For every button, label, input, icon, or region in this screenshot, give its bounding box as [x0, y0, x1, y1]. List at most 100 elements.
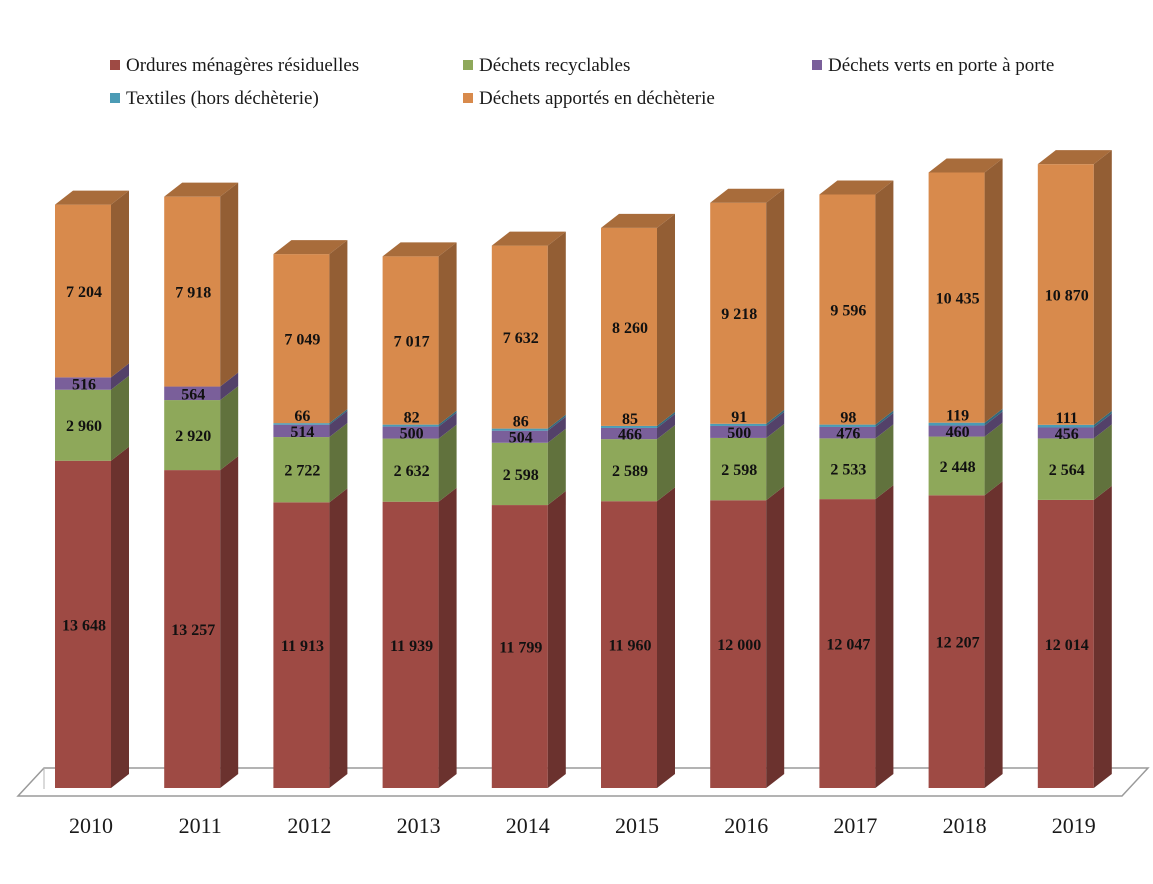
bar-side-2011-0 — [220, 456, 239, 788]
bar-segment-2016-2 — [710, 425, 767, 438]
bar-segment-2012-1 — [273, 437, 330, 503]
data-label-2012-3: 66 — [294, 408, 310, 425]
bar-side-2011-4 — [220, 182, 239, 387]
bar-side-2012-4 — [329, 240, 348, 424]
data-label-2016-1: 2 598 — [721, 462, 757, 479]
bar-segment-2014-1 — [491, 442, 548, 506]
bar-top-2016 — [710, 188, 785, 203]
legend-swatch-0 — [110, 60, 120, 70]
bar-segment-2012-3 — [273, 423, 330, 425]
bar-segment-2016-1 — [710, 437, 767, 501]
x-tick-label-2016: 2016 — [724, 813, 768, 838]
data-label-2018-1: 2 448 — [940, 459, 976, 476]
data-label-2015-2: 466 — [618, 427, 642, 444]
bar-side-2014-0 — [547, 491, 566, 788]
legend-label-4: Déchets apportés en déchèterie — [479, 88, 715, 109]
legend-swatch-3 — [110, 93, 120, 103]
bar-side-2016-0 — [766, 486, 785, 788]
bar-segment-2019-4 — [1037, 164, 1094, 425]
legend-swatch-4 — [463, 93, 473, 103]
data-label-2014-3: 86 — [513, 414, 529, 431]
data-label-2018-3: 119 — [946, 408, 969, 425]
data-label-2014-4: 7 632 — [503, 330, 539, 347]
bar-side-2012-0 — [329, 488, 348, 788]
bar-side-2014-4 — [547, 231, 566, 429]
bar-segment-2019-3 — [1037, 424, 1094, 428]
bar-segment-2018-1 — [928, 436, 985, 496]
bar-segment-2014-2 — [491, 430, 548, 443]
x-tick-label-2013: 2013 — [397, 813, 441, 838]
x-tick-label-2017: 2017 — [833, 813, 877, 838]
data-label-2011-1: 2 920 — [175, 428, 211, 445]
data-label-2019-4: 10 870 — [1045, 287, 1089, 304]
legend-label-0: Ordures ménagères résiduelles — [126, 55, 359, 76]
bars: 13 648 2 960 516 7 204 13 257 2 920 564 7 918 11… — [55, 150, 1112, 788]
data-label-2013-3: 82 — [404, 410, 420, 427]
bar-side-2011-1 — [220, 386, 239, 471]
bar-side-2015-4 — [657, 213, 675, 426]
bar-segment-2011-4 — [164, 196, 221, 387]
x-tick-label-2012: 2012 — [287, 813, 331, 838]
bar-side-2017-1 — [875, 424, 894, 500]
legend: Ordures ménagères résiduelles Déchets rec… — [110, 55, 1054, 109]
data-label-2010-4: 7 204 — [66, 284, 102, 301]
bar-side-2016-3 — [766, 409, 785, 426]
data-label-2010-0: 13 648 — [62, 617, 106, 634]
bar-side-2013-2 — [438, 412, 457, 439]
bar-side-2019-3 — [1093, 410, 1112, 428]
bar-segment-2012-0 — [273, 502, 330, 788]
data-label-2015-4: 8 260 — [612, 320, 648, 337]
bar-top-2017 — [819, 180, 894, 195]
bar-side-2018-3 — [984, 408, 1003, 426]
bar-side-2016-4 — [766, 188, 785, 424]
bar-side-2017-3 — [875, 410, 894, 427]
bar-side-2015-1 — [657, 425, 675, 502]
bar-side-2014-1 — [547, 428, 566, 506]
bar-side-2015-3 — [657, 411, 675, 428]
data-label-2014-0: 11 799 — [499, 640, 542, 657]
legend-swatch-2 — [812, 60, 822, 70]
bar-side-2013-3 — [438, 410, 457, 427]
bar-side-2013-1 — [438, 424, 457, 502]
x-tick-label-2019: 2019 — [1052, 813, 1096, 838]
data-label-2012-2: 514 — [290, 424, 314, 441]
data-label-2018-4: 10 435 — [936, 291, 980, 308]
bar-side-2017-2 — [875, 412, 894, 439]
data-label-2012-0: 11 913 — [281, 638, 324, 655]
data-label-2018-2: 460 — [946, 424, 970, 441]
data-label-2019-0: 12 014 — [1045, 637, 1089, 654]
data-label-2015-3: 85 — [622, 411, 638, 428]
bar-segment-2017-4 — [819, 194, 876, 425]
bar-side-2019-1 — [1093, 424, 1112, 500]
bar-side-2011-2 — [220, 372, 239, 401]
bar-side-2013-0 — [438, 487, 457, 788]
data-label-2017-4: 9 596 — [830, 303, 866, 320]
data-label-2012-4: 7 049 — [284, 332, 320, 349]
bar-side-2018-0 — [984, 481, 1003, 788]
bar-side-2014-2 — [547, 416, 566, 443]
bar-segment-2019-0 — [1037, 499, 1094, 788]
bar-2011: 13 257 2 920 564 7 918 — [164, 182, 239, 788]
bar-top-2015 — [601, 213, 675, 228]
bar-segment-2015-4 — [601, 227, 657, 426]
bar-top-2018 — [928, 158, 1003, 173]
data-label-2013-0: 11 939 — [390, 638, 433, 655]
data-label-2013-4: 7 017 — [394, 333, 430, 350]
bar-side-2012-2 — [329, 410, 348, 438]
data-label-2016-3: 91 — [731, 409, 747, 426]
bar-segment-2018-2 — [928, 425, 985, 437]
bar-side-2019-2 — [1093, 413, 1112, 439]
bar-segment-2016-4 — [710, 202, 767, 424]
legend-label-2: Déchets verts en porte à porte — [828, 55, 1054, 76]
bar-segment-2015-0 — [601, 501, 657, 788]
bar-top-2011 — [164, 182, 239, 197]
bar-side-2012-3 — [329, 409, 348, 425]
bar-segment-2018-0 — [928, 495, 985, 788]
bar-segment-2016-0 — [710, 500, 767, 788]
bar-top-2012 — [273, 240, 348, 255]
